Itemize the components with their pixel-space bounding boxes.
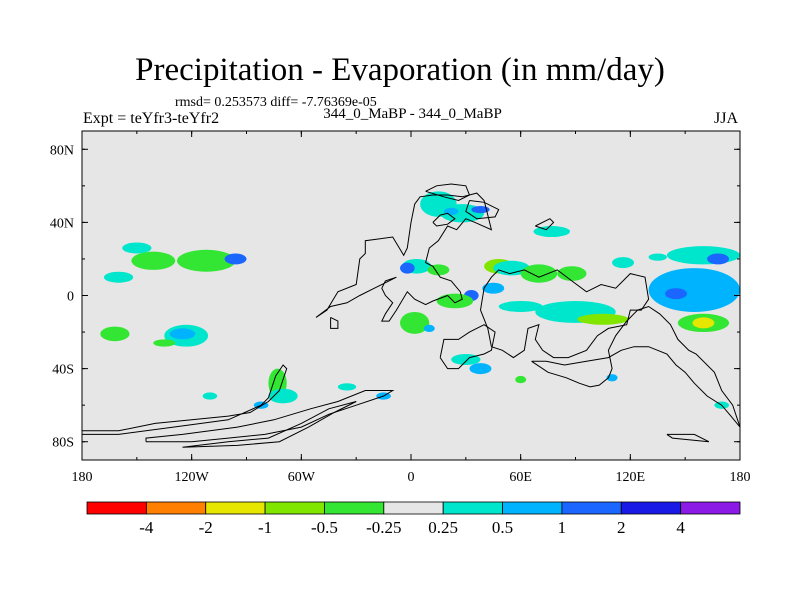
coastline: [666, 433, 710, 443]
anomaly-patch: [648, 253, 667, 261]
colorbar-bin: [264, 501, 325, 515]
anomaly-patch: [692, 317, 715, 329]
coastline: [330, 316, 339, 329]
colorbar-label: 0.5: [492, 518, 513, 537]
anomaly-patch: [577, 313, 629, 325]
coastline: [82, 364, 288, 435]
colorbar-label: -2: [199, 518, 213, 537]
anomaly-patch: [520, 264, 558, 283]
x-tick-label: 180: [730, 470, 751, 485]
colorbar-label: 4: [676, 518, 685, 537]
colorbar-bin: [86, 501, 147, 515]
colorbar-label: -0.5: [311, 518, 338, 537]
anomaly-patch: [498, 300, 543, 312]
colorbar-bin: [442, 501, 503, 515]
anomaly-patch: [400, 311, 430, 334]
anomaly-patch: [400, 262, 415, 274]
anomaly-patch: [665, 288, 687, 300]
y-tick-label: 80N: [50, 143, 74, 158]
colorbar-bin: [324, 501, 385, 515]
colorbar-label: -1: [258, 518, 272, 537]
anomaly-patch: [482, 282, 505, 294]
anomaly-patch: [337, 383, 357, 391]
y-tick-label: 0: [67, 290, 74, 305]
colorbar-label: -4: [139, 518, 154, 537]
anomaly-patch: [177, 249, 236, 272]
anomaly-patch: [493, 260, 530, 276]
x-tick-label: 60W: [288, 470, 316, 485]
colorbar-bin: [620, 501, 682, 515]
colorbar-label: -0.25: [366, 518, 401, 537]
anomaly-layer: [100, 191, 740, 409]
anomaly-patch: [131, 251, 176, 270]
coastline: [535, 218, 555, 231]
anomaly-patch: [471, 205, 490, 214]
x-tick-label: 60E: [509, 470, 532, 485]
anomaly-patch: [103, 271, 134, 283]
x-tick-label: 120E: [616, 470, 646, 485]
y-tick-label: 80S: [52, 436, 74, 451]
x-tick-label: 0: [408, 470, 415, 485]
anomaly-patch: [436, 293, 474, 309]
colorbar-label: 2: [617, 518, 626, 537]
coastline: [145, 390, 395, 443]
anomaly-patch: [515, 375, 527, 384]
experiment-label: Expt = teYfr3-teYfr2: [83, 110, 220, 127]
period-label: 344_0_MaBP - 344_0_MaBP: [323, 106, 502, 122]
anomaly-patch: [202, 392, 218, 400]
anomaly-patch: [169, 328, 196, 340]
colorbar-bin: [145, 501, 207, 515]
anomaly-patch: [648, 268, 740, 312]
anomaly-patch: [423, 324, 435, 333]
anomaly-patch: [612, 257, 634, 269]
coastline: [531, 305, 740, 428]
coastline: [465, 200, 500, 220]
anomaly-patch: [100, 326, 130, 342]
colorbar-label: 1: [558, 518, 567, 537]
colorbar: -4 -2 -1 -0.5 -0.25 0.25 0.5 1 2 4: [86, 501, 741, 537]
colorbar-bin: [205, 501, 266, 515]
coastline: [425, 183, 471, 202]
x-tick-label: 120W: [175, 470, 210, 485]
stats-label: rmsd= 0.253573 diff= -7.76369e-05: [175, 95, 377, 110]
colorbar-bin: [561, 501, 622, 515]
colorbar-label: 0.25: [428, 518, 458, 537]
anomaly-patch: [707, 253, 730, 265]
colorbar-bin: [383, 501, 444, 515]
x-tick-label: 180: [72, 470, 93, 485]
coastline: [182, 401, 357, 448]
y-tick-label: 40S: [52, 363, 74, 378]
axes-layer: 180 120W 60W 0 60E 120E 180 80N 40N 0 40S 80S: [50, 131, 751, 485]
y-tick-label: 40N: [50, 216, 74, 231]
anomaly-patch: [469, 363, 492, 375]
anomaly-patch: [268, 388, 298, 404]
anomaly-patch: [666, 246, 740, 265]
coastline-layer: [82, 183, 740, 448]
chart-title: Precipitation - Evaporation (in mm/day): [135, 52, 665, 88]
anomaly-patch: [224, 253, 247, 265]
anomaly-patch: [122, 242, 152, 254]
colorbar-bin: [502, 501, 563, 515]
anomaly-patch: [557, 266, 587, 281]
coastline: [439, 324, 496, 370]
colorbar-bin: [680, 501, 741, 515]
coastline: [479, 269, 650, 359]
coastline: [432, 212, 456, 227]
season-label: JJA: [714, 110, 739, 127]
coastline: [315, 192, 493, 322]
anomaly-patch: [153, 339, 176, 347]
